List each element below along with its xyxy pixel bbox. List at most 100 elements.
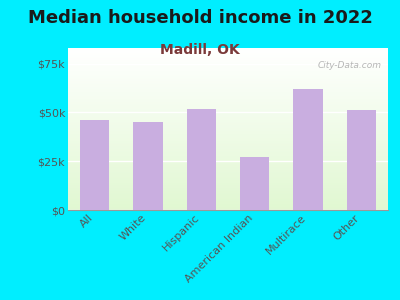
Bar <box>68 58 388 59</box>
Bar <box>68 139 388 140</box>
Bar <box>68 173 388 174</box>
Bar <box>68 186 388 187</box>
Bar <box>80 120 109 210</box>
Bar <box>187 109 216 210</box>
Bar <box>68 207 388 208</box>
Bar <box>68 101 388 103</box>
Bar <box>68 118 388 119</box>
Bar <box>68 51 388 53</box>
Bar <box>68 124 388 126</box>
Bar <box>68 116 388 118</box>
Bar <box>68 103 388 105</box>
Bar <box>68 79 388 80</box>
Bar <box>68 113 388 114</box>
Bar <box>68 205 388 207</box>
Bar <box>68 129 388 130</box>
Bar <box>68 122 388 124</box>
Bar <box>68 84 388 85</box>
Bar <box>68 100 388 101</box>
Bar <box>68 147 388 148</box>
Bar <box>68 169 388 171</box>
Bar <box>68 158 388 160</box>
Bar <box>68 195 388 197</box>
Bar <box>68 77 388 79</box>
Bar <box>68 144 388 145</box>
Bar <box>68 184 388 186</box>
Bar <box>68 128 388 129</box>
Bar <box>68 187 388 189</box>
Bar <box>68 95 388 97</box>
Bar <box>68 108 388 110</box>
Bar <box>68 155 388 157</box>
Bar <box>68 106 388 108</box>
Bar <box>68 203 388 205</box>
Bar <box>68 53 388 55</box>
Bar <box>68 71 388 72</box>
Bar <box>68 121 388 122</box>
Bar <box>68 190 388 192</box>
Bar <box>68 59 388 61</box>
Bar <box>68 166 388 168</box>
Bar <box>68 119 388 121</box>
Bar <box>68 130 388 132</box>
Bar <box>68 179 388 181</box>
Text: Median household income in 2022: Median household income in 2022 <box>28 9 372 27</box>
Bar <box>68 160 388 161</box>
Bar <box>68 114 388 116</box>
Bar <box>68 142 388 144</box>
Bar <box>68 93 388 95</box>
Bar <box>68 72 388 74</box>
Bar <box>68 64 388 66</box>
Bar <box>68 61 388 63</box>
Bar <box>68 74 388 76</box>
Bar <box>68 208 388 210</box>
Bar <box>68 56 388 58</box>
Bar <box>68 87 388 88</box>
Bar <box>68 134 388 136</box>
Bar <box>68 199 388 200</box>
Bar <box>68 145 388 147</box>
Bar <box>68 163 388 165</box>
Bar <box>68 105 388 106</box>
Bar <box>68 174 388 176</box>
Bar <box>68 161 388 163</box>
Bar <box>68 168 388 170</box>
Bar <box>68 55 388 56</box>
Text: City-Data.com: City-Data.com <box>318 61 382 70</box>
Bar <box>68 202 388 203</box>
Text: Madill, OK: Madill, OK <box>160 44 240 58</box>
Bar <box>293 89 323 210</box>
Bar <box>133 122 163 210</box>
Bar <box>68 137 388 139</box>
Bar <box>68 97 388 98</box>
Bar <box>240 157 269 210</box>
Bar <box>68 92 388 93</box>
Bar <box>68 176 388 178</box>
Bar <box>68 200 388 202</box>
Bar <box>68 50 388 51</box>
Bar <box>68 132 388 134</box>
Bar <box>68 66 388 68</box>
Bar <box>68 80 388 82</box>
Bar <box>68 88 388 90</box>
Bar <box>68 48 388 50</box>
Bar <box>68 98 388 100</box>
Bar <box>68 110 388 111</box>
Bar <box>68 194 388 195</box>
Bar <box>68 85 388 87</box>
Bar <box>68 171 388 173</box>
Bar <box>68 182 388 184</box>
Bar <box>68 136 388 137</box>
Bar <box>68 69 388 71</box>
Bar <box>68 140 388 142</box>
Bar <box>68 63 388 64</box>
Bar <box>68 148 388 150</box>
Bar <box>347 110 376 210</box>
Bar <box>68 178 388 179</box>
Bar <box>68 111 388 113</box>
Bar <box>68 165 388 166</box>
Bar <box>68 153 388 155</box>
Bar <box>68 189 388 190</box>
Bar <box>68 197 388 199</box>
Bar <box>68 76 388 77</box>
